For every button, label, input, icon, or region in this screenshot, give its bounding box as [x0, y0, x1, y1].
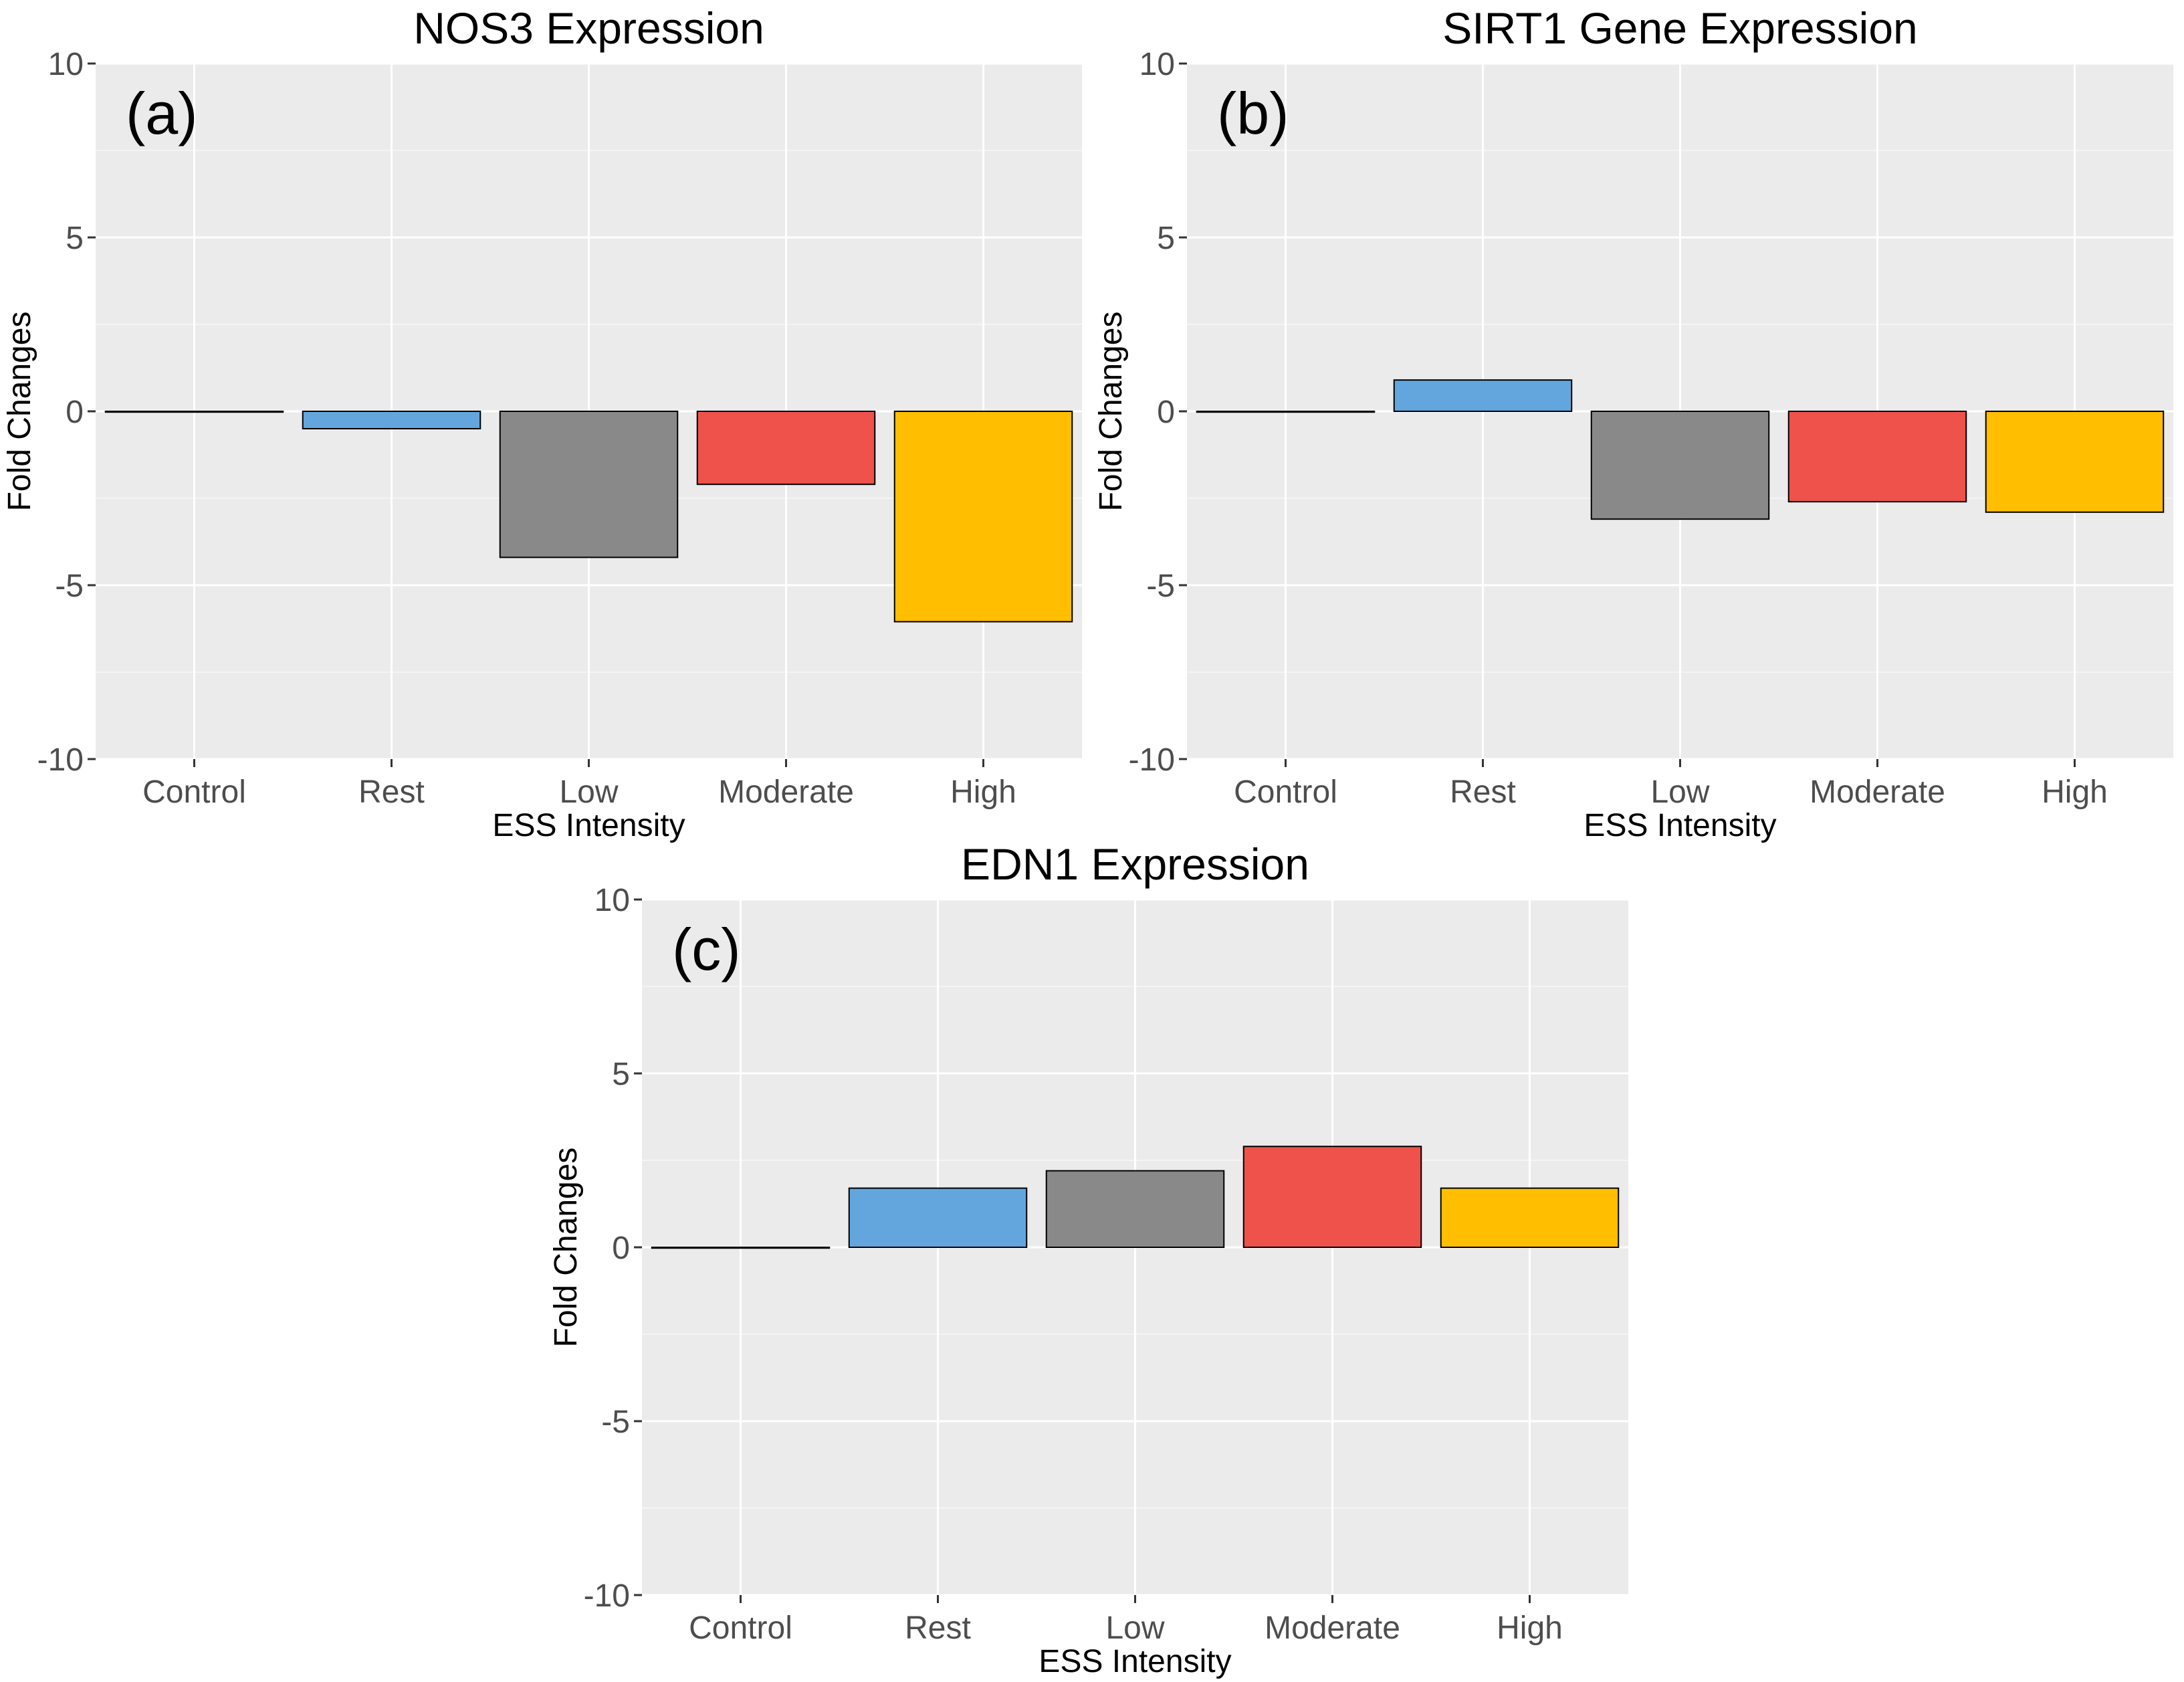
x-tick-label: Rest: [905, 1610, 971, 1646]
bar-rest: [1393, 379, 1573, 413]
bar-rest: [848, 1187, 1028, 1248]
y-axis-title: Fold Changes: [2, 312, 37, 512]
x-tick-label: Low: [1650, 774, 1709, 810]
bar-high: [1440, 1187, 1620, 1248]
bar-moderate: [696, 411, 876, 486]
bar-control: [104, 411, 284, 413]
y-tick-label: -5: [1146, 568, 1175, 604]
x-tick-label: Moderate: [1810, 774, 1945, 810]
y-tick-label: -5: [55, 568, 84, 604]
y-tick-label: 10: [594, 883, 630, 918]
bar-low: [499, 411, 679, 558]
x-tick-label: High: [950, 774, 1016, 810]
y-tick-label: 5: [612, 1057, 630, 1092]
bar-moderate: [1242, 1146, 1422, 1248]
x-tick-label: Moderate: [718, 774, 854, 810]
y-tick-label: 5: [1157, 221, 1175, 256]
y-tick-label: -10: [1129, 742, 1175, 778]
y-axis-title: Fold Changes: [548, 1148, 584, 1348]
y-tick-label: -10: [584, 1578, 630, 1614]
chart-panel-3: -10 -5 0 5 10 Control Rest Low Moderate High ESS I…: [548, 839, 1628, 1679]
x-tick-label: Moderate: [1265, 1610, 1400, 1646]
x-tick-label: High: [1497, 1610, 1563, 1646]
chart-title: SIRT1 Gene Expression: [1442, 3, 1917, 53]
x-tick-label: Control: [689, 1610, 792, 1646]
y-tick-label: 5: [66, 221, 84, 256]
x-tick-label: Control: [1234, 774, 1337, 810]
chart-title: NOS3 Expression: [413, 3, 764, 53]
x-tick-label: Control: [142, 774, 246, 810]
chart-panel-1: -10 -5 0 5 10 Control Rest Low Moderate High ESS I…: [2, 3, 1082, 843]
bar-control: [651, 1247, 831, 1249]
x-tick-label: High: [2042, 774, 2108, 810]
bar-low: [1045, 1170, 1225, 1248]
x-tick-label: Rest: [358, 774, 425, 810]
bar-low: [1590, 411, 1770, 520]
panel-label: (a): [126, 80, 198, 146]
x-axis-title: ESS Intensity: [1039, 1644, 1231, 1679]
bar-high: [893, 411, 1073, 623]
bar-control: [1196, 411, 1376, 413]
bar-moderate: [1787, 411, 1967, 503]
bar-rest: [302, 411, 481, 429]
y-tick-label: 10: [48, 47, 84, 82]
y-axis-title: Fold Changes: [1093, 312, 1129, 512]
panel-label: (c): [672, 916, 741, 982]
y-tick-label: 0: [612, 1231, 630, 1266]
y-tick-label: 10: [1139, 47, 1175, 82]
y-tick-label: -5: [601, 1404, 630, 1440]
y-tick-label: 0: [1157, 395, 1175, 430]
x-axis-title: ESS Intensity: [1584, 808, 1776, 843]
chart-panel-2: -10 -5 0 5 10 Control Rest Low Moderate High ESS I…: [1093, 3, 2173, 843]
panel-label: (b): [1217, 80, 1289, 146]
bar-high: [1985, 411, 2165, 513]
x-tick-label: Low: [559, 774, 618, 810]
x-tick-label: Rest: [1450, 774, 1516, 810]
x-tick-label: Low: [1105, 1610, 1164, 1646]
chart-title: EDN1 Expression: [961, 839, 1309, 889]
y-tick-label: 0: [66, 395, 84, 430]
y-tick-label: -10: [37, 742, 84, 778]
x-axis-title: ESS Intensity: [492, 808, 685, 843]
